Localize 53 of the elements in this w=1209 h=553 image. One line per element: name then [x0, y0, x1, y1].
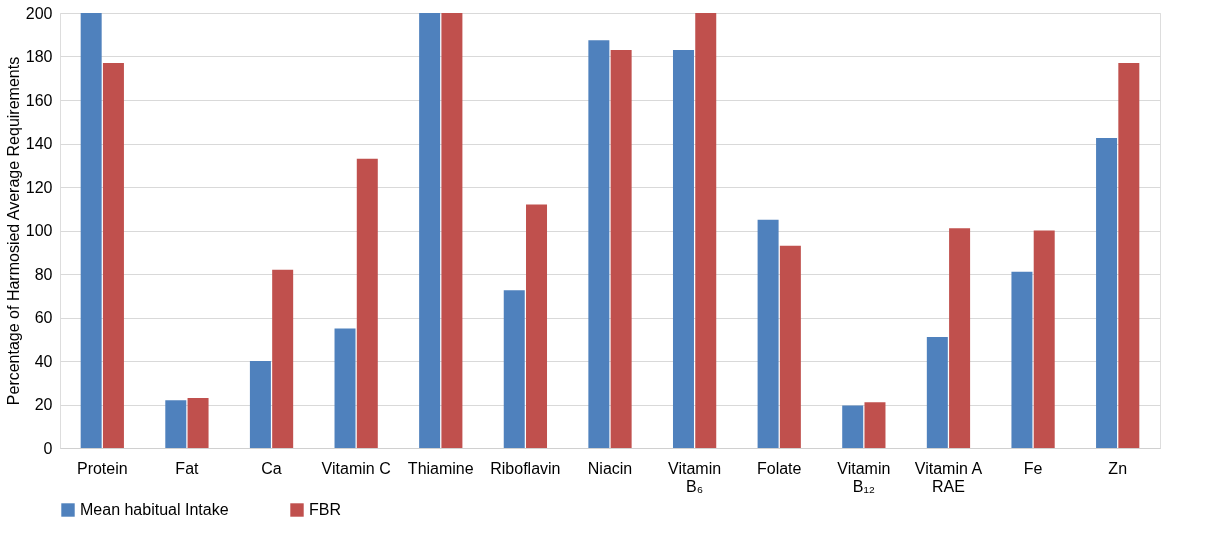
bar [272, 269, 294, 448]
x-tick-label: Vitamin B₆ [668, 459, 722, 495]
x-tick-label: Folate [757, 459, 802, 477]
y-tick-label: 80 [34, 265, 53, 283]
bar [672, 49, 694, 448]
y-axis-title: Percentage of Harmosied Average Requirements [4, 56, 22, 406]
bar [1011, 271, 1033, 448]
x-tick-label: Zn [1108, 459, 1128, 477]
y-tick-label: 60 [34, 309, 53, 326]
bar [1096, 138, 1118, 448]
bar [1118, 63, 1140, 448]
bar [80, 13, 102, 448]
bar [926, 337, 948, 448]
bar [334, 328, 356, 448]
bar [165, 400, 187, 448]
y-tick-label: 140 [25, 135, 53, 152]
y-tick-label: 200 [25, 4, 53, 22]
x-tick-label: Vitamin A RAE [914, 459, 983, 495]
legend-label: FBR [309, 501, 341, 518]
bar [1033, 230, 1055, 448]
bar [949, 228, 971, 448]
x-tick-label: Ca [261, 459, 282, 477]
y-tick-label: 160 [25, 91, 53, 109]
x-tick-label: Vitamin B₁₂ [837, 459, 891, 495]
y-tick-label: 120 [25, 178, 53, 196]
y-tick-label: 180 [25, 48, 53, 65]
bar [441, 13, 463, 448]
bar [610, 49, 632, 448]
bar [842, 405, 864, 448]
x-tick-label: Riboflavin [490, 459, 561, 477]
legend-label: Mean habitual Intake [80, 501, 229, 518]
bar [419, 13, 441, 448]
x-tick-label: Vitamin C [321, 459, 391, 477]
bar [102, 63, 124, 448]
bar [864, 402, 886, 448]
bar [757, 219, 779, 448]
bar [695, 13, 717, 448]
y-tick-label: 20 [34, 396, 53, 413]
x-tick-label: Fat [175, 459, 200, 477]
bar [526, 204, 548, 448]
y-tick-label: 40 [34, 352, 53, 370]
bar [187, 397, 209, 448]
x-tick-label: Protein [76, 459, 128, 477]
bar [356, 158, 378, 448]
y-tick-label: 0 [43, 439, 53, 457]
y-tick-label: 100 [25, 222, 53, 239]
bar [779, 245, 801, 448]
bar [249, 361, 271, 448]
x-tick-label: Niacin [587, 459, 633, 477]
bar [588, 40, 610, 448]
x-tick-label: Thiamine [407, 459, 474, 477]
x-tick-label: Fe [1023, 459, 1043, 477]
bar [503, 290, 525, 448]
